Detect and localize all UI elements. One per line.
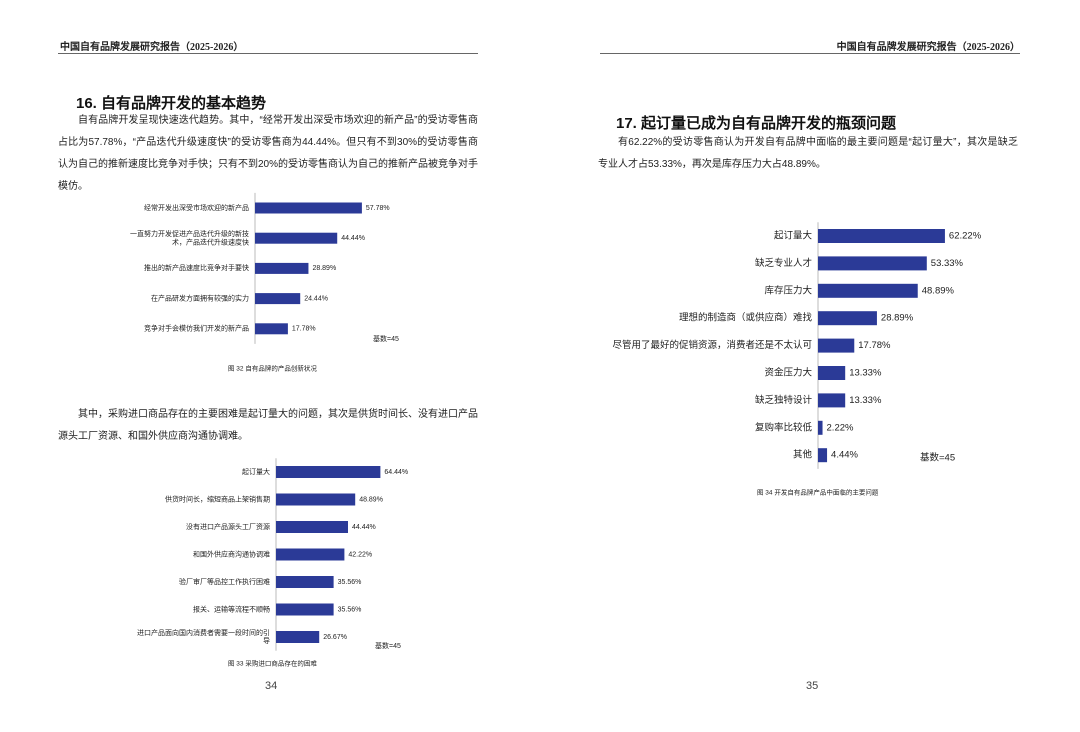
running-header: 中国自有品牌发展研究报告（2025-2026） (60, 42, 244, 53)
category-label: 和国外供应商沟通协调难 (193, 549, 270, 558)
category-label: 起订量大 (242, 467, 270, 476)
value-label: 2.22% (827, 422, 854, 433)
value-label: 53.33% (931, 258, 964, 269)
bar (818, 283, 918, 298)
category-label: 竞争对手会模仿我们开发的新产品 (144, 324, 249, 333)
category-label: 库存压力大 (764, 284, 812, 296)
base-annotation: 基数=45 (375, 641, 401, 650)
value-label: 17.78% (858, 340, 891, 351)
category-label: 资金压力大 (764, 367, 812, 379)
bar (818, 311, 877, 326)
bar (255, 202, 362, 214)
category-label: 在产品研发方面拥有较强的实力 (151, 293, 249, 302)
value-label: 48.89% (922, 285, 955, 296)
value-label: 64.44% (384, 469, 408, 476)
value-label: 4.44% (831, 450, 858, 461)
page-number: 34 (265, 680, 278, 692)
value-label: 24.44% (304, 295, 328, 302)
bar (255, 293, 301, 305)
figure-caption: 图 34 开发自有品牌产品中面临的主要问题 (757, 488, 879, 497)
value-label: 44.44% (352, 524, 376, 531)
bar (276, 576, 334, 588)
bar (818, 393, 846, 408)
bar (255, 323, 288, 335)
bar (276, 493, 356, 506)
paragraph: 其中，采购进口商品存在的主要困难是起订量大的问题，其次是供货时间长、没有进口产品… (58, 409, 478, 442)
bar (818, 366, 846, 380)
value-label: 44.44% (341, 235, 365, 242)
figure-caption: 图 32 自有品牌的产品创新状况 (228, 364, 317, 373)
bar (276, 603, 334, 616)
category-label: 没有进口产品源头工厂资源 (186, 522, 270, 531)
section-heading: 17. 起订量已成为自有品牌开发的瓶颈问题 (616, 115, 897, 132)
bar (276, 521, 348, 533)
section-heading: 16. 自有品牌开发的基本趋势 (76, 95, 267, 112)
value-label: 57.78% (366, 205, 390, 212)
category-label: 验厂审厂等品控工作执行困难 (179, 577, 270, 586)
category-label: 进口产品面向国内消费者需要一段时间的引导 (137, 628, 270, 645)
figure-caption: 图 33 采购进口商品存在的困难 (228, 659, 317, 668)
page-number: 35 (806, 680, 819, 692)
bar (276, 631, 320, 643)
category-label: 推出的新产品速度比竞争对手要快 (144, 263, 249, 272)
header-rule (600, 53, 1020, 54)
bar (276, 548, 345, 561)
paragraph: 有62.22%的受访零售商认为开发自有品牌中面临的最主要问题是“起订量大”，其次… (598, 137, 1018, 170)
paragraph: 自有品牌开发呈现快速迭代趋势。其中，“经常开发出深受市场欢迎的新产品”的受访零售… (58, 115, 479, 192)
category-label: 其他 (793, 449, 813, 461)
bar (818, 256, 927, 271)
value-label: 28.89% (881, 313, 914, 324)
category-label: 供货时间长，缩短商品上架销售期 (165, 494, 270, 503)
value-label: 13.33% (849, 395, 882, 406)
category-label: 理想的制造商（或供应商）难找 (679, 312, 813, 324)
category-label: 一直努力开发促进产品迭代升级的新技术，产品迭代升级速度快 (130, 229, 249, 246)
header-rule (58, 53, 478, 54)
bar (818, 338, 855, 353)
value-label: 35.56% (338, 579, 362, 586)
bar (276, 466, 381, 478)
value-label: 62.22% (949, 231, 982, 242)
category-label: 经常开发出深受市场欢迎的新产品 (144, 203, 249, 212)
category-label: 缺乏专业人才 (755, 257, 812, 269)
value-label: 26.67% (323, 634, 347, 641)
value-label: 35.56% (338, 606, 362, 613)
value-label: 28.89% (312, 265, 336, 272)
category-label: 缺乏独特设计 (755, 394, 813, 406)
bar (818, 448, 828, 463)
category-label: 起订量大 (774, 230, 813, 242)
bar (818, 229, 945, 243)
category-label: 复购率比较低 (755, 421, 813, 433)
bar (255, 262, 309, 274)
value-label: 17.78% (292, 326, 316, 333)
base-annotation: 基数=45 (373, 334, 399, 343)
running-header: 中国自有品牌发展研究报告（2025-2026） (836, 42, 1020, 53)
value-label: 42.22% (348, 551, 372, 558)
value-label: 48.89% (359, 496, 383, 503)
bar (255, 232, 338, 244)
category-label: 尽管用了最好的促销资源，消费者还是不太认可 (612, 339, 812, 351)
bar (818, 420, 823, 435)
value-label: 13.33% (849, 368, 882, 379)
category-label: 报关、运输等流程不顺畅 (193, 604, 270, 613)
base-annotation: 基数=45 (920, 452, 955, 464)
